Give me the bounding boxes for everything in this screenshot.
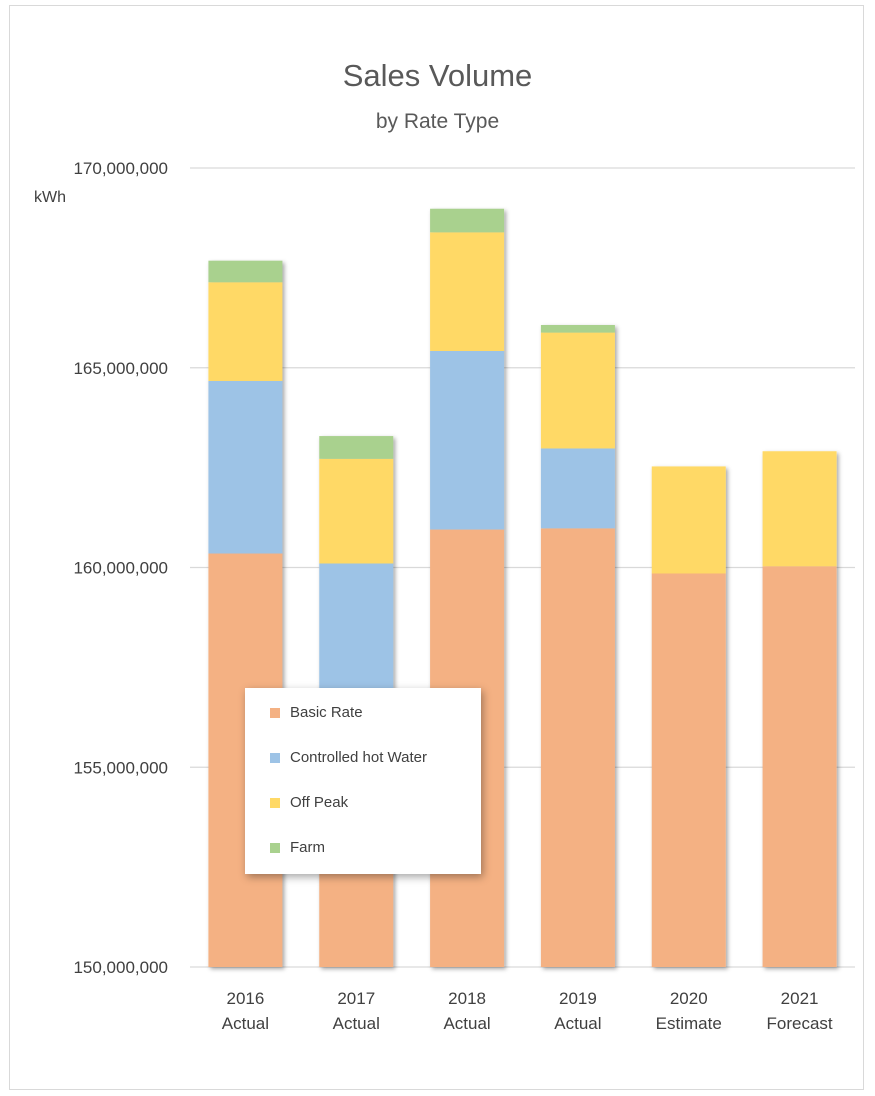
bar-segment-off-peak	[651, 466, 726, 574]
x-tick-label: 2019 Actual	[554, 989, 601, 1033]
x-axis-ticks: 2016 Actual 2017 Actual 2018 Actual 2019 Actual…	[222, 989, 833, 1033]
x-tick-label: 2016 Actual	[222, 989, 269, 1033]
bar-segment-off-peak	[430, 232, 505, 351]
bar-stack	[208, 260, 283, 967]
chart-frame	[9, 5, 864, 1090]
bar-segment-basic-rate	[651, 573, 726, 967]
y-axis-unit-label: kWh	[34, 189, 66, 206]
legend-item-basic-rate: Basic Rate	[270, 704, 363, 721]
legend-swatch-farm	[270, 842, 280, 853]
bar-segment-off-peak	[540, 332, 615, 449]
legend-label-basic-rate: Basic Rate	[290, 704, 363, 721]
legend-item-off-peak: Off Peak	[270, 794, 348, 811]
bar-segment-controlled-hot-water	[540, 448, 615, 529]
x-tick-label: 2021 Forecast	[767, 989, 833, 1033]
bar-stack	[651, 466, 726, 967]
bar-segment-controlled-hot-water	[208, 380, 283, 554]
chart-legend: Basic Rate Controlled hot Water Off Peak…	[245, 688, 481, 874]
legend-label-off-peak: Off Peak	[290, 794, 349, 811]
bar-segment-off-peak	[208, 282, 283, 381]
y-tick-label: 160,000,000	[73, 559, 168, 578]
legend-label-controlled-hot-water: Controlled hot Water	[290, 749, 428, 766]
bar-segment-off-peak	[319, 458, 394, 564]
x-tick-label: 2017 Actual	[333, 989, 380, 1033]
legend-swatch-basic-rate	[270, 707, 280, 718]
y-tick-label: 165,000,000	[73, 359, 168, 378]
y-axis-ticks: 150,000,000 155,000,000 160,000,000 165,000…	[73, 159, 168, 977]
legend-swatch-off-peak	[270, 797, 280, 808]
legend-swatch-controlled-hot-water	[270, 752, 280, 763]
chart-subtitle: by Rate Type	[375, 110, 500, 133]
y-tick-label: 155,000,000	[73, 758, 168, 777]
bar-segment-off-peak	[762, 451, 837, 567]
bar-stack	[762, 451, 837, 967]
bar-segment-controlled-hot-water	[319, 563, 394, 708]
x-tick-label: 2018 Actual	[443, 989, 490, 1033]
bar-segment-controlled-hot-water	[430, 350, 505, 530]
y-tick-label: 150,000,000	[73, 958, 168, 977]
legend-item-farm: Farm	[270, 839, 325, 856]
bar-segment-farm	[319, 436, 394, 459]
bar-segment-basic-rate	[762, 566, 837, 967]
legend-label-farm: Farm	[290, 839, 325, 856]
y-tick-label: 170,000,000	[73, 159, 168, 178]
chart-title: Sales Volume	[342, 58, 533, 93]
legend-item-controlled-hot-water: Controlled hot Water	[270, 749, 427, 766]
bar-segment-basic-rate	[540, 528, 615, 967]
bar-stack	[540, 325, 615, 967]
bar-segment-farm	[208, 260, 283, 283]
x-tick-label: 2020 Estimate	[656, 989, 722, 1033]
bar-segment-farm	[430, 208, 505, 233]
bar-segment-farm	[540, 325, 615, 333]
